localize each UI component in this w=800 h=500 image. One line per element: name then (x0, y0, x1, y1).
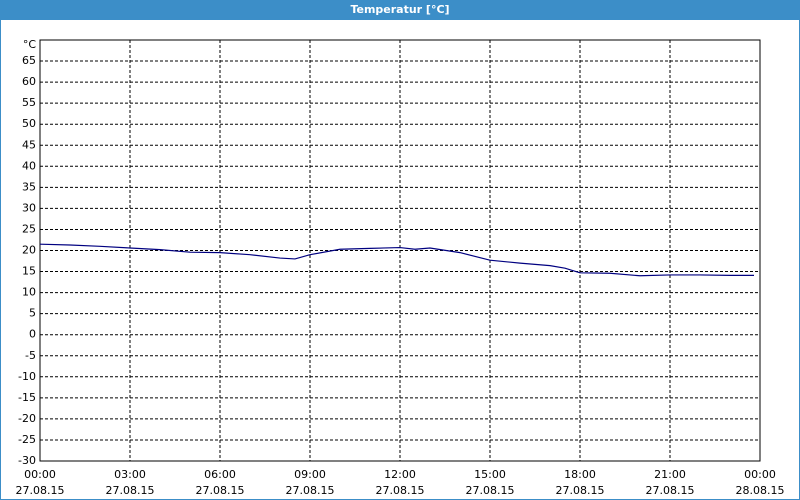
x-tick-label: 21:00 (654, 468, 686, 481)
x-tick-label: 12:00 (384, 468, 416, 481)
y-tick-label: -5 (25, 349, 36, 362)
y-tick-label: -15 (18, 391, 36, 404)
y-tick-label: 55 (22, 96, 36, 109)
y-tick-label: 0 (29, 328, 36, 341)
y-tick-label: 35 (22, 180, 36, 193)
x-tick-label: 27.08.15 (106, 484, 155, 497)
x-tick-label: 15:00 (474, 468, 506, 481)
x-tick-label: 00:00 (744, 468, 776, 481)
x-tick-label: 27.08.15 (16, 484, 65, 497)
y-tick-label: -20 (18, 412, 36, 425)
y-tick-label: 30 (22, 201, 36, 214)
x-tick-label: 03:00 (114, 468, 146, 481)
temperature-line (39, 243, 754, 277)
x-tick-label: 27.08.15 (646, 484, 695, 497)
x-tick-label: 27.08.15 (376, 484, 425, 497)
y-tick-label: 10 (22, 286, 36, 299)
y-tick-label: 60 (22, 75, 36, 88)
x-tick-label: 27.08.15 (556, 484, 605, 497)
y-tick-label: 5 (29, 307, 36, 320)
y-tick-label: 40 (22, 159, 36, 172)
y-tick-label: 50 (22, 117, 36, 130)
y-tick-label: 15 (22, 265, 36, 278)
x-tick-label: 09:00 (294, 468, 326, 481)
y-tick-label: 65 (22, 54, 36, 67)
x-tick-label: 27.08.15 (466, 484, 515, 497)
x-tick-label: 06:00 (204, 468, 236, 481)
y-tick-label: -10 (18, 370, 36, 383)
x-tick-label: 28.08.15 (736, 484, 785, 497)
y-tick-label: 45 (22, 138, 36, 151)
x-tick-label: 27.08.15 (196, 484, 245, 497)
y-tick-label: 25 (22, 222, 36, 235)
x-tick-label: 27.08.15 (286, 484, 335, 497)
title-bar (0, 0, 800, 20)
y-tick-label: 20 (22, 244, 36, 257)
chart-title: Temperatur [°C] (350, 3, 449, 16)
x-tick-label: 18:00 (564, 468, 596, 481)
y-tick-label: -25 (18, 433, 36, 446)
y-tick-label: -30 (18, 454, 36, 467)
x-tick-label: 00:00 (24, 468, 56, 481)
y-unit: °C (23, 38, 37, 51)
